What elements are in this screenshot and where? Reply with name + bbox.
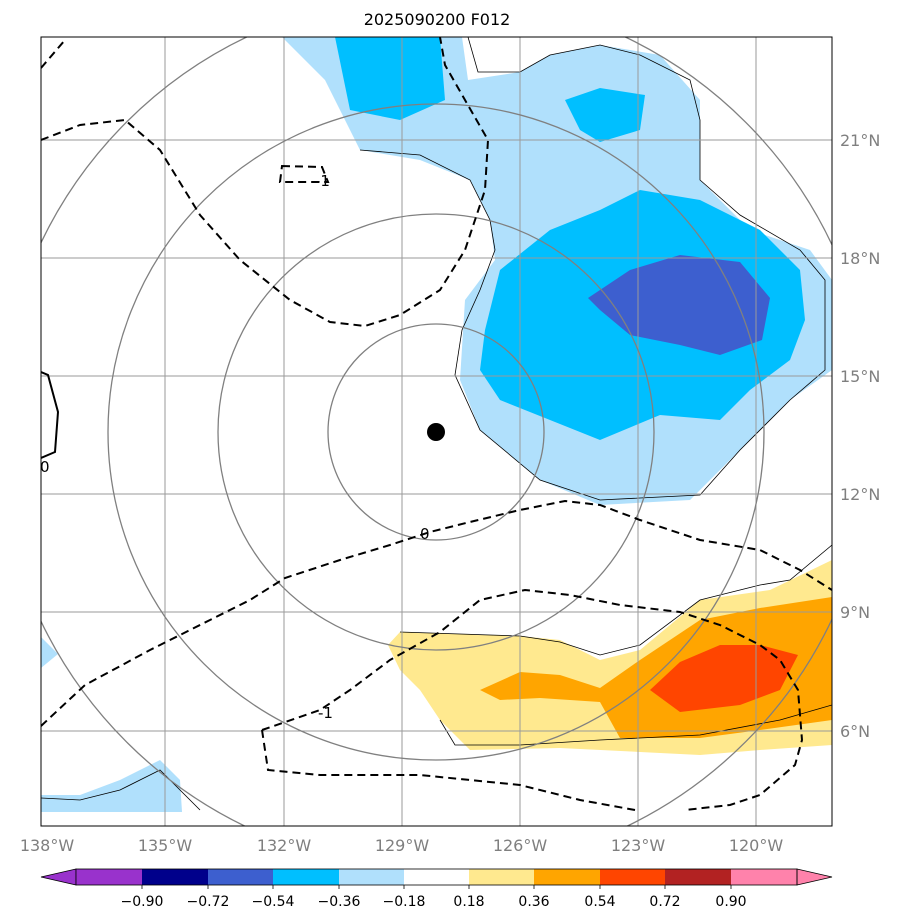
lat-label: 12°N [840, 485, 880, 504]
colorbar-bin [208, 869, 273, 885]
colorbar-bin [339, 869, 404, 885]
dark-blue-region [588, 255, 770, 355]
colorbar-bin [273, 869, 339, 885]
contour-label: 0 [420, 525, 430, 543]
map-title: 2025090200 F012 [363, 10, 511, 29]
red-orange-region [650, 645, 798, 712]
contour-label: -1 [318, 704, 333, 722]
lon-label: 138°W [20, 836, 75, 855]
longitude-labels: 138°W 135°W 132°W 129°W 126°W 123°W 120°… [20, 836, 784, 855]
colorbar-bin [404, 869, 469, 885]
lon-label: 135°W [138, 836, 193, 855]
region-outlines [41, 37, 832, 811]
colorbar-bin [731, 869, 797, 885]
colorbar-over-triangle [796, 868, 833, 886]
colorbar-bin [469, 869, 534, 885]
lon-label: 126°W [493, 836, 548, 855]
colorbar: −0.90 −0.72 −0.54 −0.36 −0.18 0.18 0.36 … [40, 868, 833, 910]
latitude-labels: 6°N 9°N 12°N 15°N 18°N 21°N [840, 131, 880, 741]
contour-label: -1 [315, 172, 330, 190]
lon-label: 129°W [375, 836, 430, 855]
colorbar-tick-label: −0.90 [121, 894, 164, 910]
range-rings [41, 37, 832, 826]
colorbar-tick-label: 0.36 [518, 894, 549, 910]
graticule [41, 37, 832, 826]
lat-label: 15°N [840, 367, 880, 386]
colorbar-bin [665, 869, 731, 885]
light-blue-region-west [41, 637, 58, 668]
colorbar-tick-label: 0.18 [453, 894, 484, 910]
lon-label: 120°W [729, 836, 784, 855]
colorbar-bin [76, 869, 142, 885]
colorbar-tick-label: −0.72 [187, 894, 230, 910]
colorbar-tick-label: 0.54 [584, 894, 615, 910]
solid-zero-contour [41, 371, 60, 459]
lat-label: 6°N [840, 722, 870, 741]
colorbar-tick-label: −0.18 [383, 894, 426, 910]
dashed-contours [41, 37, 832, 811]
lat-label: 18°N [840, 249, 880, 268]
lat-label: 21°N [840, 131, 880, 150]
storm-center-marker [427, 423, 445, 441]
light-blue-region-southwest [41, 760, 182, 812]
colorbar-bin [142, 869, 208, 885]
colorbar-tick-label: −0.54 [252, 894, 295, 910]
map-frame [40, 36, 833, 827]
medium-blue-region-east [565, 88, 645, 142]
colorbar-bin [534, 869, 600, 885]
colorbar-tick-label: −0.36 [318, 894, 361, 910]
colorbar-under-triangle [40, 868, 77, 886]
contour-label: 0 [40, 458, 50, 476]
colorbar-tick-label: 0.90 [715, 894, 746, 910]
colorbar-bin [600, 869, 665, 885]
lat-label: 9°N [840, 603, 870, 622]
map-area [41, 37, 832, 826]
lon-label: 132°W [257, 836, 312, 855]
colorbar-tick-label: 0.72 [649, 894, 680, 910]
lon-label: 123°W [611, 836, 666, 855]
medium-blue-region-north [335, 37, 445, 120]
